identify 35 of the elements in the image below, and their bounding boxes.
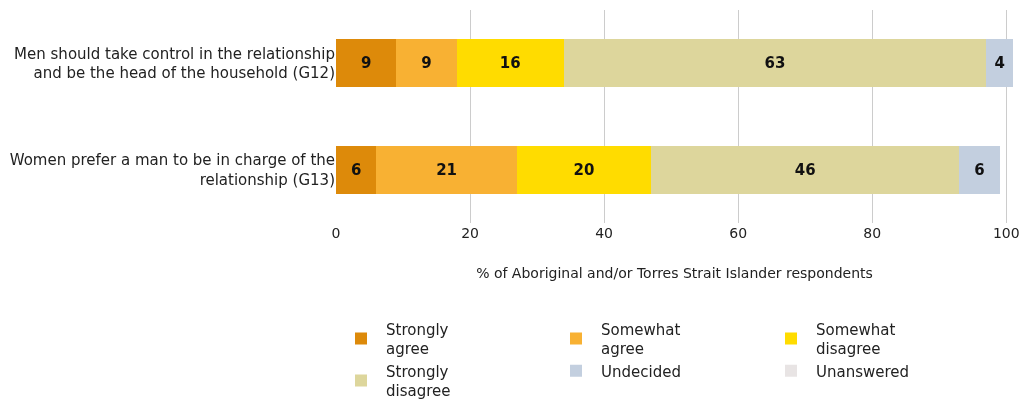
data-label: 4	[994, 54, 1005, 73]
x-tick-label: 80	[863, 225, 882, 241]
x-axis-title: % of Aboriginal and/or Torres Strait Islander respondents	[476, 265, 873, 282]
legend-label: Strongly agree	[386, 320, 449, 359]
data-label: 16	[499, 54, 521, 73]
data-label: 63	[764, 54, 786, 73]
data-label: 20	[573, 160, 595, 179]
data-label: 9	[421, 54, 432, 73]
bar	[516, 145, 652, 194]
x-tick-label: 0	[331, 225, 341, 241]
data-label: 9	[360, 54, 372, 73]
x-tick-label: 20	[461, 225, 479, 241]
bar	[376, 145, 517, 194]
data-label: 6	[974, 160, 985, 179]
bar	[651, 145, 960, 194]
y-tick-label: Men should take control in the relationship and be the head of the household (G12)	[14, 44, 335, 83]
bar	[563, 39, 987, 88]
x-tick-label: 40	[595, 225, 614, 241]
data-label: 21	[436, 160, 458, 179]
data-label: 6	[350, 160, 362, 179]
x-tick-label: 100	[992, 225, 1020, 241]
legend-label: Undecided	[601, 362, 681, 381]
legend-label: Unanswered	[816, 362, 910, 381]
bar	[456, 39, 564, 88]
legend-label: Somewhat agree	[601, 320, 681, 359]
bar	[336, 39, 397, 88]
bar	[396, 39, 457, 88]
y-tick-label: Women prefer a man to be in charge of the relationship (G13)	[9, 151, 335, 189]
data-label: 46	[794, 160, 816, 179]
x-tick-label: 60	[729, 225, 748, 241]
bar	[986, 39, 1013, 88]
bar	[959, 145, 1000, 194]
bar	[336, 145, 377, 194]
legend-label: Strongly disagree	[386, 362, 451, 401]
legend-label: Somewhat disagree	[816, 320, 896, 359]
